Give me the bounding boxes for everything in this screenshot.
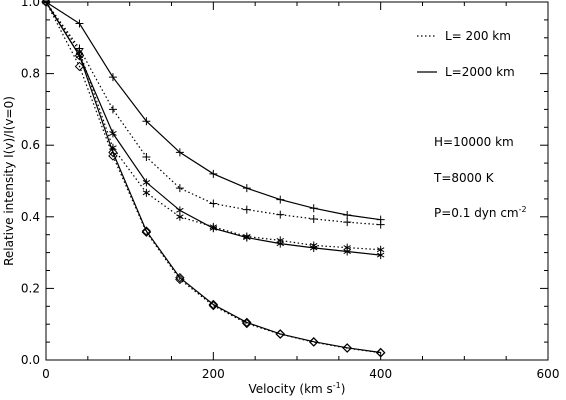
data-point-asterisk — [376, 251, 385, 260]
annotation-t: T=8000 K — [433, 171, 495, 185]
series-line-dotted-diamond — [45, 1, 381, 354]
x-tick-label: 400 — [369, 367, 392, 381]
y-tick-label: 0.8 — [21, 67, 40, 81]
y-tick-label: 1.0 — [21, 0, 40, 9]
x-axis-label-sup: -1 — [333, 381, 341, 390]
data-point-diamond — [342, 343, 352, 353]
data-point-diamond — [275, 329, 285, 339]
data-point-diamond — [375, 347, 386, 358]
data-point-diamond — [175, 272, 185, 283]
series-group — [41, 0, 386, 358]
data-point-plus — [108, 105, 117, 114]
data-point-plus — [376, 215, 385, 224]
data-point-plus — [276, 195, 285, 204]
data-point-asterisk — [343, 247, 351, 256]
legend: L= 200 km L=2000 km — [417, 29, 515, 79]
data-point-diamond — [141, 227, 152, 237]
data-point-plus — [108, 73, 117, 82]
legend-label-solid: L=2000 km — [445, 65, 515, 79]
series-line-solid-diamond — [45, 1, 381, 354]
series-line-solid-asterisk — [45, 1, 381, 256]
data-point-diamond — [208, 300, 219, 311]
data-point-plus — [309, 214, 318, 223]
y-tick-label: 0.2 — [21, 281, 40, 295]
series-line-dotted-asterisk — [45, 1, 381, 251]
data-point-plus — [343, 211, 352, 220]
y-axis-label: Relative intensity I(v)/I(v=0) — [2, 96, 16, 266]
y-tick-label: 0.0 — [21, 353, 40, 367]
y-tick-label: 0.4 — [21, 210, 40, 224]
annotation-h: H=10000 km — [434, 135, 514, 149]
data-point-diamond — [242, 317, 252, 328]
x-tick-label: 0 — [42, 367, 50, 381]
data-point-plus — [209, 199, 218, 208]
x-tick-label: 600 — [537, 367, 560, 381]
y-tick-label: 0.6 — [21, 138, 40, 152]
data-point-diamond — [41, 0, 51, 7]
data-point-plus — [175, 184, 184, 193]
data-point-diamond — [74, 50, 85, 61]
data-point-asterisk — [176, 206, 184, 215]
data-point-plus — [276, 210, 285, 219]
data-point-diamond — [242, 318, 252, 329]
data-point-diamond — [108, 151, 118, 161]
data-point-asterisk — [209, 224, 218, 233]
data-point-plus — [242, 184, 251, 193]
data-point-plus — [142, 153, 151, 162]
data-point-asterisk — [142, 178, 151, 187]
annotation-p-sup: -2 — [519, 205, 527, 214]
x-tick-label: 200 — [202, 367, 225, 381]
data-point-plus — [175, 148, 184, 157]
data-point-diamond — [208, 299, 219, 310]
annotation-p: P=0.1 dyn cm-2 — [434, 205, 527, 220]
data-point-asterisk — [243, 233, 251, 242]
legend-label-dotted: L= 200 km — [445, 29, 511, 43]
data-point-diamond — [108, 147, 118, 158]
data-point-plus — [343, 218, 352, 227]
data-point-plus — [142, 117, 151, 126]
data-point-diamond — [309, 337, 319, 347]
x-axis-label-text: Velocity (km s — [249, 382, 333, 396]
data-point-asterisk — [310, 243, 318, 252]
data-point-plus — [209, 169, 218, 178]
x-axis-label-end: ) — [341, 382, 346, 396]
data-point-plus — [242, 205, 251, 214]
axis-ticks: 0 200 400 600 0.0 0.2 0.4 0.6 0.8 1.0 — [21, 0, 560, 381]
data-point-asterisk — [142, 188, 151, 197]
series-line-dotted-plus — [45, 1, 381, 226]
data-point-plus — [75, 19, 84, 28]
data-point-asterisk — [109, 129, 117, 138]
data-point-diamond — [175, 274, 185, 285]
data-point-plus — [309, 204, 318, 213]
data-point-diamond — [141, 226, 152, 236]
annotation-p-text: P=0.1 dyn cm — [434, 206, 519, 220]
x-axis-label: Velocity (km s-1) — [249, 381, 346, 396]
data-point-asterisk — [276, 239, 284, 248]
